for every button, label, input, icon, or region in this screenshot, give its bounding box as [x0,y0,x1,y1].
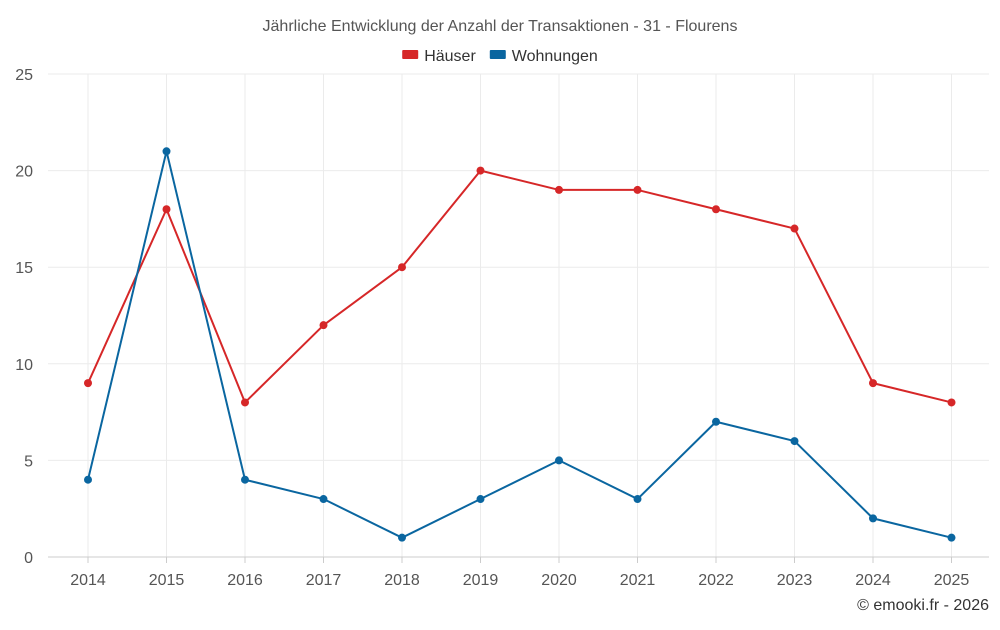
x-tick-label: 2025 [934,572,970,589]
series-line [87,169,952,404]
grid [48,73,989,557]
x-tick-label: 2020 [541,572,577,589]
y-tick-label: 5 [24,453,33,470]
y-tick-label: 20 [15,164,33,181]
data-point[interactable] [398,533,406,542]
data-point[interactable] [790,437,799,446]
y-tick-label: 15 [15,260,33,277]
data-point[interactable] [319,321,328,330]
x-tick-label: 2022 [698,572,734,589]
credit-text: © emooki.fr - 2026 [857,597,989,614]
data-point[interactable] [869,379,877,388]
data-point[interactable] [712,205,720,214]
data-point[interactable] [241,398,249,407]
data-point[interactable] [162,205,171,214]
data-point[interactable] [947,398,956,407]
series-lines [84,147,956,542]
data-point[interactable] [555,456,563,465]
legend[interactable]: Häuser Wohnungen [402,48,598,65]
x-tick-label: 2014 [70,572,106,589]
legend-swatch [402,50,419,59]
x-tick-label: 2018 [384,572,420,589]
legend-item-wohnungen[interactable]: Wohnungen [489,48,598,65]
x-tick-label: 2017 [306,572,342,589]
x-tick-label: 2023 [777,572,813,589]
series-line [87,150,952,539]
series-wohnungen [84,147,956,542]
legend-item-haeuser[interactable]: Häuser [402,48,476,65]
data-point[interactable] [712,417,720,426]
data-point[interactable] [84,475,92,484]
x-tick-label: 2021 [620,572,656,589]
data-point[interactable] [84,379,92,388]
x-tick-label: 2016 [227,572,263,589]
y-tick-label: 10 [15,357,33,374]
y-tick-label: 0 [24,550,33,567]
legend-label: Häuser [424,48,476,65]
data-point[interactable] [633,185,642,194]
data-point[interactable] [947,533,956,542]
data-point[interactable] [241,475,249,484]
x-tick-label: 2024 [855,572,891,589]
data-point[interactable] [398,263,406,272]
data-point[interactable] [869,514,877,523]
y-tick-label: 25 [15,67,33,84]
data-point[interactable] [476,166,485,175]
legend-swatch [489,50,506,59]
chart-title: Jährliche Entwicklung der Anzahl der Tra… [263,18,738,35]
x-tick-label: 2015 [149,572,185,589]
data-point[interactable] [162,147,171,156]
data-point[interactable] [476,495,485,504]
data-point[interactable] [319,495,328,504]
data-point[interactable] [555,185,563,194]
legend-label: Wohnungen [512,48,598,65]
data-point[interactable] [790,224,799,233]
x-tick-label: 2019 [463,572,499,589]
series-haeuser [84,166,956,407]
data-point[interactable] [633,495,642,504]
